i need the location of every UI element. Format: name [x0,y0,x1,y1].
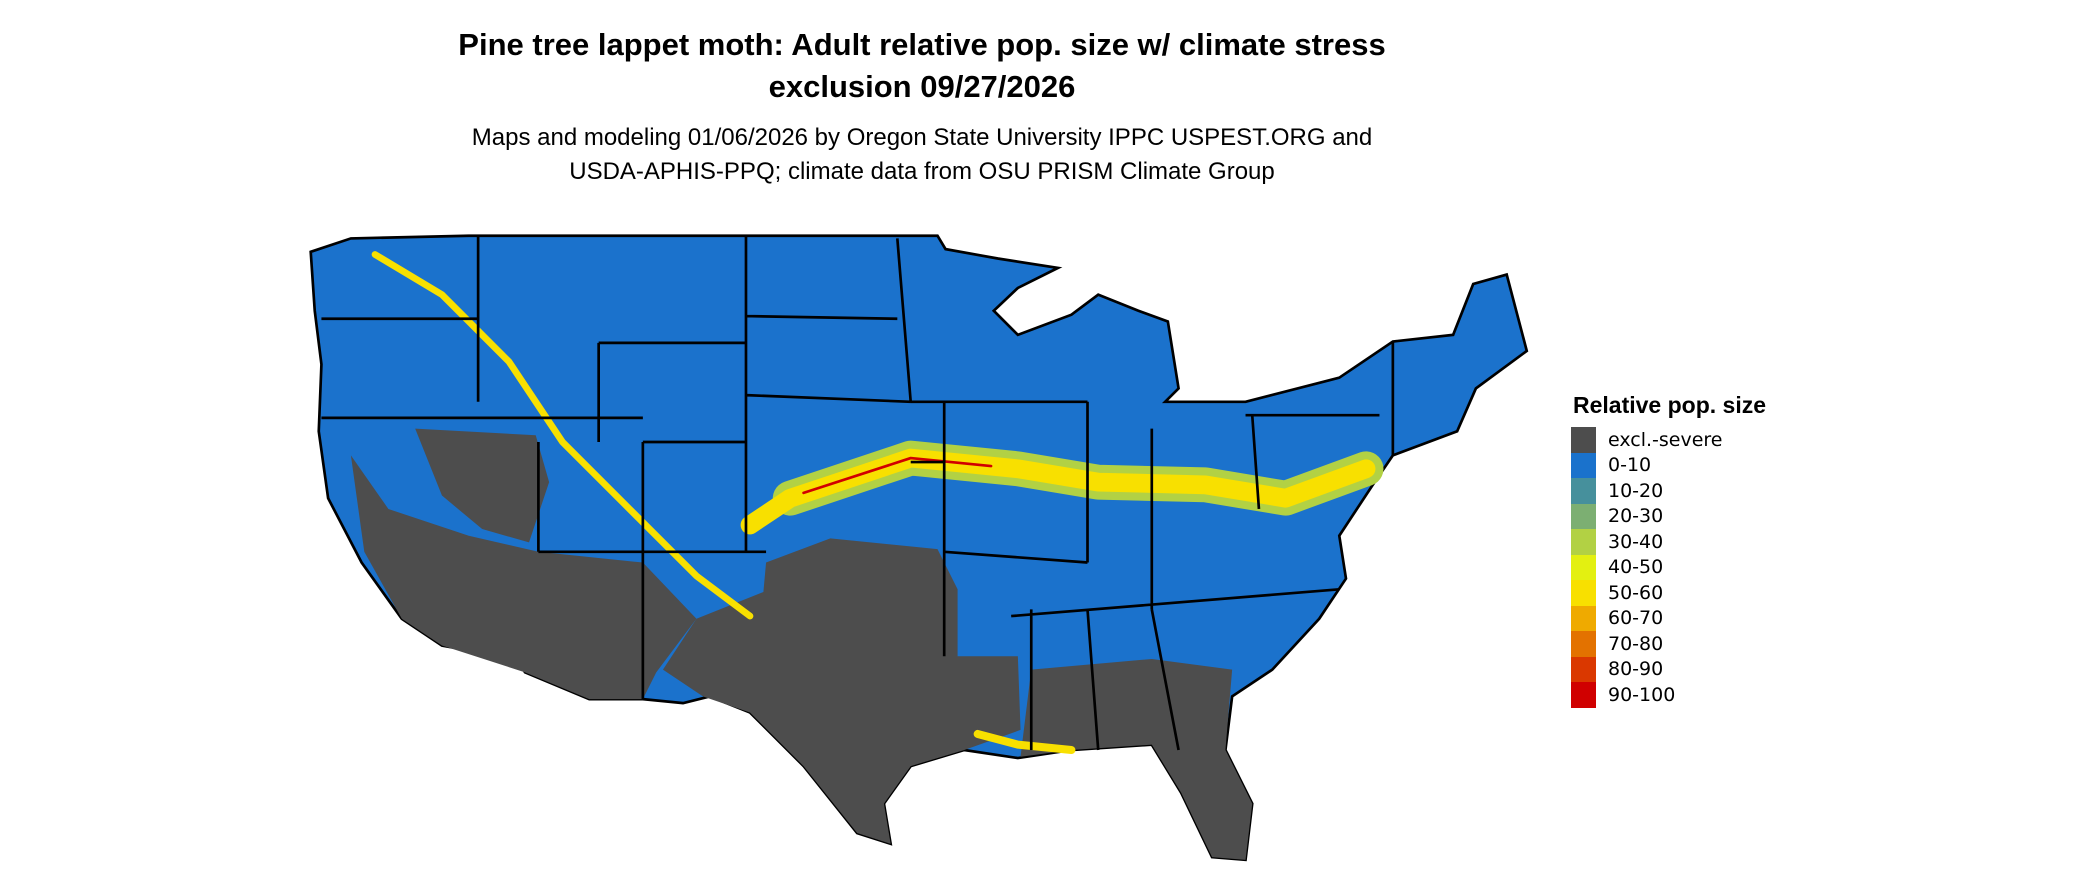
legend-item: excl.-severe [1571,427,1766,453]
legend-label: 30-40 [1608,530,1664,553]
legend: Relative pop. size excl.-severe 0-10 10-20… [1571,392,1766,708]
legend-item: 20-30 [1571,503,1766,529]
band-peak [802,456,993,495]
legend-swatch [1571,452,1596,478]
legend-label: 10-20 [1608,479,1664,502]
population-band [371,251,1384,755]
subtitle-line-1: Maps and modeling 01/06/2026 by Oregon S… [471,124,1373,151]
legend-title: Relative pop. size [1573,392,1767,418]
great-basin-excluded [415,428,550,543]
state-borders [321,235,1395,751]
legend-item: 40-50 [1571,554,1766,580]
legend-items: excl.-severe 0-10 10-20 20-30 30-40 40-50 50-6… [1571,427,1766,708]
legend-label: 70-80 [1608,632,1664,655]
subtitle-line-2: USDA-APHIS-PPQ; climate data from OSU PR… [569,158,1275,185]
legend-swatch [1571,656,1596,682]
legend-swatch [1571,682,1596,708]
legend-item: 70-80 [1571,631,1766,657]
legend-item: 10-20 [1571,478,1766,504]
legend-item: 50-60 [1571,580,1766,606]
legend-label: 80-90 [1608,658,1664,681]
legend-swatch [1571,529,1596,555]
legend-item: 30-40 [1571,529,1766,555]
legend-item: 80-90 [1571,656,1766,682]
legend-swatch [1571,580,1596,606]
southwest-excluded [350,455,697,700]
map-title: Pine tree lappet moth: Adult relative po… [322,24,1522,108]
legend-swatch [1571,605,1596,631]
legend-label: 50-60 [1608,581,1664,604]
legend-label: 40-50 [1608,556,1664,579]
legend-swatch [1571,427,1596,453]
legend-label: 0-10 [1608,454,1652,477]
southeast-excluded [1020,658,1253,860]
legend-label: 60-70 [1608,607,1664,630]
legend-item: 0-10 [1571,452,1766,478]
legend-label: 90-100 [1608,683,1676,706]
band-west [371,251,754,620]
map-subtitle: Maps and modeling 01/06/2026 by Oregon S… [322,121,1522,189]
legend-swatch [1571,631,1596,657]
title-line-2: exclusion 09/27/2026 [768,69,1076,104]
legend-swatch [1571,503,1596,529]
legend-swatch [1571,478,1596,504]
legend-item: 60-70 [1571,605,1766,631]
title-line-1: Pine tree lappet moth: Adult relative po… [458,27,1386,62]
legend-item: 90-100 [1571,682,1766,708]
legend-label: excl.-severe [1608,428,1723,451]
band-gulf [973,729,1076,755]
legend-label: 20-30 [1608,505,1664,528]
border-lines [321,235,1395,751]
legend-swatch [1571,554,1596,580]
